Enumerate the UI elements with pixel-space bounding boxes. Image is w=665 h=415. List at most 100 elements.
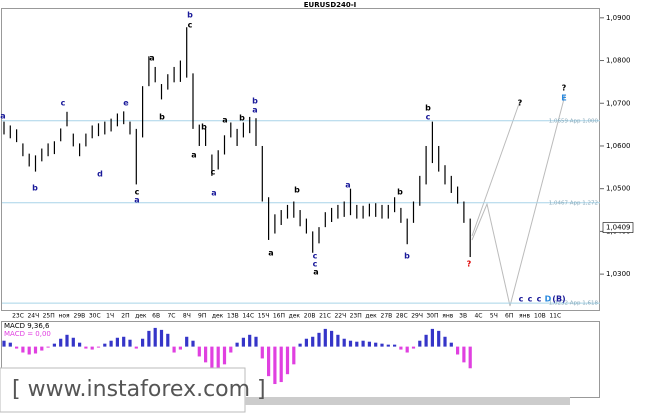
macd-bar [172,346,176,353]
watermark: [ www.instaforex.com ] [12,377,266,402]
macd-bar [462,346,466,363]
macd-bar [134,346,138,349]
wave-label: a [252,106,257,115]
macd-bar [21,346,25,353]
macd-bar [348,340,353,347]
x-tick-label: дек [365,313,377,320]
macd-bar [393,344,397,347]
macd-bar [456,346,460,355]
wave-label: ? [467,260,472,269]
wave-label: a [134,196,139,205]
wave-label: c [537,295,542,304]
macd-bar [336,334,340,347]
x-tick-label: 27В [381,313,393,320]
y-tick-label: 1,0700 [606,99,631,107]
wave-label: c [519,295,524,304]
forecast-line [471,100,521,237]
wave-label: b [201,123,207,132]
macd-bar [298,343,302,347]
macd-bar [40,346,44,351]
macd-bar [197,346,201,357]
wave-label: c [61,99,66,108]
x-tick-label: 6П [505,313,513,320]
macd-bar [418,340,422,347]
x-tick-label: дек [135,313,147,320]
wave-label: b [294,186,300,195]
wave-label: a [211,189,216,198]
x-tick-label: 30П [426,313,438,320]
y-tick-label: 1,0300 [606,270,631,278]
macd-bar [254,336,258,347]
wave-label: b [159,113,165,122]
x-tick-label: 30С [89,313,101,320]
wave-label: b [397,188,403,197]
macd-bar [147,330,151,347]
wave-label: a [0,112,5,121]
macd-bar [248,334,252,347]
macd-bar [330,330,334,347]
macd-bar [235,342,239,347]
wave-label: b [239,114,245,123]
macd-bar [355,341,359,347]
macd-bar [8,342,12,347]
macd-bar [374,342,378,347]
x-tick-label: 9П [198,313,206,320]
macd-bar [52,343,56,347]
macd-bar [178,346,182,350]
wave-label: a [268,249,273,258]
x-tick-label: 23П [350,313,362,320]
macd-bar [411,346,416,349]
x-tick-label: 4С [474,313,482,320]
x-tick-label: 3В [459,313,467,320]
macd-bar [191,340,195,347]
macd-bar [166,333,170,347]
price-frame [1,8,600,311]
macd-bar [260,346,264,359]
macd-bar [33,346,38,354]
macd-bar [2,340,6,347]
macd-bar [380,343,384,347]
macd-bar [285,346,290,375]
level-label: 1,0467 Арр 1,272 [549,200,598,206]
macd-bar [153,327,157,347]
x-tick-label: 20В [304,313,316,320]
macd-bar [71,337,75,347]
macd-bar [468,346,472,369]
wave-label: c [135,188,140,197]
wave-label: b [187,11,193,20]
wave-label: (B) [552,295,565,304]
macd-bar [15,346,19,349]
macd-bar [399,346,403,350]
wave-label: c [211,168,216,177]
macd-bar [323,328,327,347]
forecast-line [471,94,566,307]
wave-label: c [313,260,318,269]
wave-label: c [188,21,193,30]
x-tick-label: 24Ч [27,313,39,320]
macd-bar [241,337,245,347]
macd-bar [122,336,126,347]
x-tick-label: 22Ч [334,313,346,320]
macd-bar [386,344,390,347]
macd-bar [59,338,63,347]
x-tick-label: дек [212,313,224,320]
x-tick-label: дек [289,313,301,320]
macd-bar [229,346,233,353]
macd-bar [90,346,94,350]
y-tick-label: 1,0600 [606,142,631,150]
macd-bar [342,338,346,347]
x-tick-label: 5Ч [490,313,498,320]
macd-bar [141,338,145,347]
wave-label: D [545,295,552,304]
wave-label: a [222,116,227,125]
wave-label: ? [518,99,523,108]
wave-label: E [561,94,566,103]
macd-bar [210,346,214,371]
macd-bar [27,346,31,355]
wave-label: c [426,113,431,122]
watermark-box [0,367,246,413]
x-tick-label: 25П [43,313,55,320]
wave-label: a [345,181,350,190]
macd-bar [449,342,453,347]
